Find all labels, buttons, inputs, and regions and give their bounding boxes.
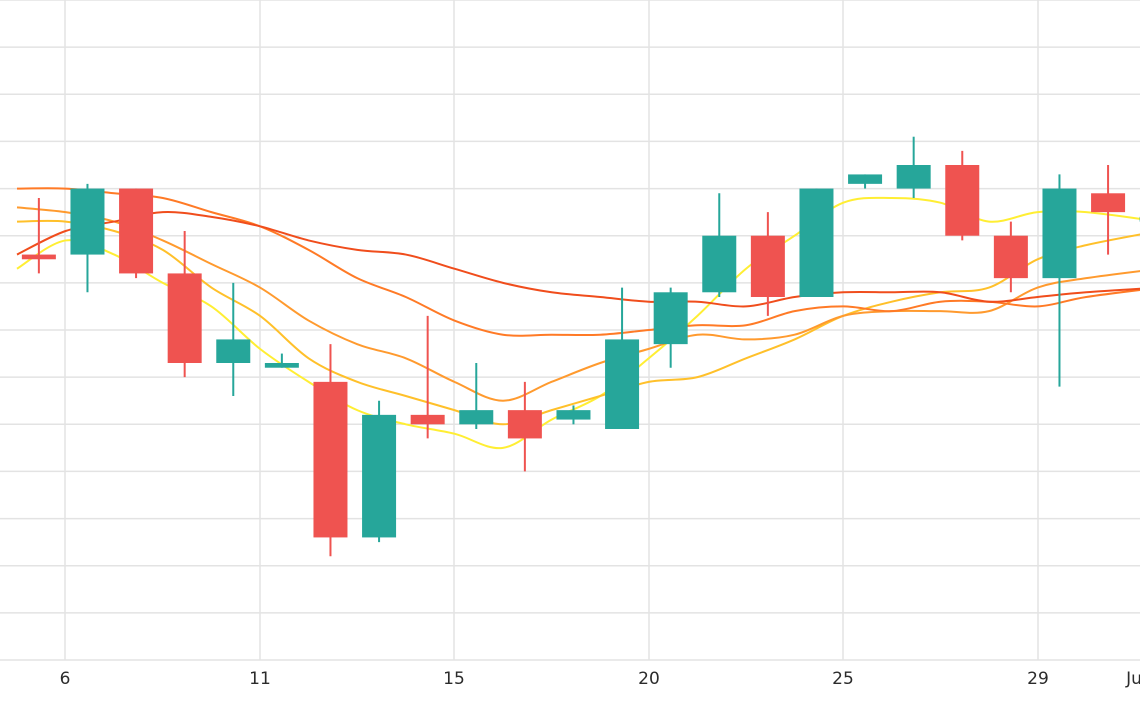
candle bbox=[313, 344, 348, 557]
candle-body bbox=[945, 165, 980, 236]
candle bbox=[945, 150, 980, 241]
candle-body bbox=[313, 381, 348, 538]
candle bbox=[21, 198, 56, 274]
candle-body bbox=[264, 363, 299, 368]
candle-body bbox=[653, 292, 688, 345]
candle-body bbox=[410, 414, 445, 425]
candle bbox=[507, 381, 542, 472]
candle bbox=[848, 174, 883, 189]
candle-body bbox=[993, 235, 1028, 279]
x-tick-label: 20 bbox=[638, 669, 660, 689]
candle bbox=[70, 183, 105, 293]
candle-body bbox=[459, 410, 494, 425]
candle-body bbox=[507, 410, 542, 439]
candle bbox=[1091, 165, 1126, 255]
candle bbox=[216, 282, 251, 396]
candle-body bbox=[605, 339, 640, 429]
x-tick-label: Ju bbox=[1125, 669, 1140, 689]
candle bbox=[750, 212, 785, 316]
moving-average-line bbox=[16, 187, 1140, 337]
x-tick-label: 15 bbox=[443, 669, 465, 689]
candle-body bbox=[70, 188, 105, 255]
moving-average-line bbox=[16, 206, 1140, 402]
moving-average-lines bbox=[16, 187, 1140, 450]
candle-body bbox=[1091, 193, 1126, 213]
candle-body bbox=[702, 235, 737, 293]
candle bbox=[653, 287, 688, 368]
candle-body bbox=[896, 165, 931, 189]
candle-body bbox=[216, 339, 251, 363]
x-tick-label: 29 bbox=[1027, 669, 1049, 689]
candle bbox=[119, 188, 154, 279]
candle bbox=[362, 400, 397, 543]
candle bbox=[410, 315, 445, 439]
moving-average-line bbox=[16, 211, 1140, 308]
candle-body bbox=[362, 414, 397, 538]
candle-body bbox=[556, 410, 591, 420]
candle bbox=[799, 188, 834, 297]
x-tick-label: 6 bbox=[60, 669, 71, 689]
candle-body bbox=[21, 254, 56, 260]
candle bbox=[167, 231, 202, 378]
candle bbox=[459, 363, 494, 429]
candle bbox=[896, 136, 931, 198]
candles bbox=[21, 136, 1140, 557]
candle-body bbox=[750, 235, 785, 297]
candle-body bbox=[799, 188, 834, 297]
candle bbox=[264, 353, 299, 368]
candle bbox=[556, 405, 591, 425]
x-tick-label: 25 bbox=[832, 669, 854, 689]
candle-body bbox=[167, 273, 202, 363]
candle bbox=[993, 221, 1028, 293]
candle-body bbox=[119, 188, 154, 274]
candle bbox=[702, 193, 737, 297]
candle-body bbox=[1042, 188, 1077, 279]
x-axis: 6 11 15 20 25 29 Ju bbox=[60, 669, 1140, 689]
moving-average-line bbox=[16, 219, 1140, 426]
x-tick-label: 11 bbox=[249, 669, 271, 689]
candle bbox=[605, 287, 640, 429]
candle-body bbox=[848, 174, 883, 184]
candle bbox=[1042, 174, 1077, 387]
